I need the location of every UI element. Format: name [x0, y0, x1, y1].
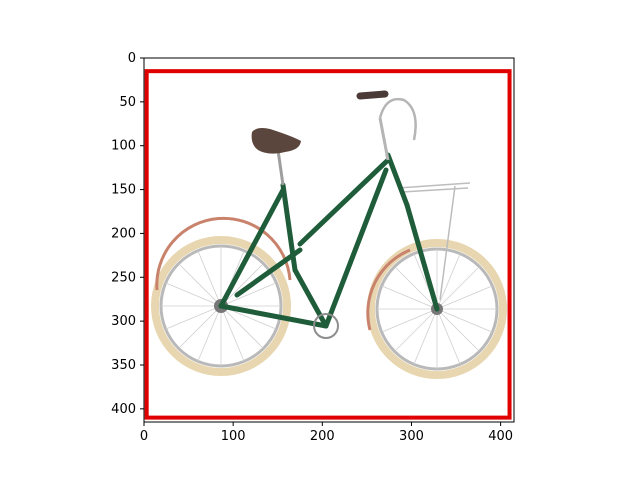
y-axis: 0 50 100 150 200 250 300 350 400 [111, 51, 144, 417]
y-tick-label: 150 [111, 183, 136, 198]
x-axis: 0 100 200 300 400 [140, 422, 513, 444]
y-tick-label: 100 [111, 139, 136, 154]
bicycle-frame [218, 152, 440, 329]
handlebar-grip [356, 90, 389, 100]
y-tick-label: 250 [111, 270, 136, 285]
y-tick-label: 300 [111, 314, 136, 329]
x-tick-label: 100 [221, 429, 246, 444]
x-tick-label: 400 [488, 429, 513, 444]
handlebar [378, 97, 417, 141]
y-tick-label: 50 [119, 95, 136, 110]
bicycle-photo [144, 58, 514, 422]
chainring [313, 313, 339, 339]
bounding-box [144, 69, 512, 420]
y-tick-label: 200 [111, 226, 136, 241]
stem [378, 117, 390, 161]
saddle [251, 128, 301, 154]
x-tick-label: 200 [310, 429, 335, 444]
seatpost [276, 149, 285, 186]
front-rack [397, 182, 471, 301]
y-tick-label: 0 [128, 51, 136, 66]
axes-frame [143, 57, 515, 423]
y-tick-label: 350 [111, 358, 136, 373]
x-tick-label: 300 [399, 429, 424, 444]
x-tick-label: 0 [140, 429, 148, 444]
y-tick-label: 400 [111, 402, 136, 417]
